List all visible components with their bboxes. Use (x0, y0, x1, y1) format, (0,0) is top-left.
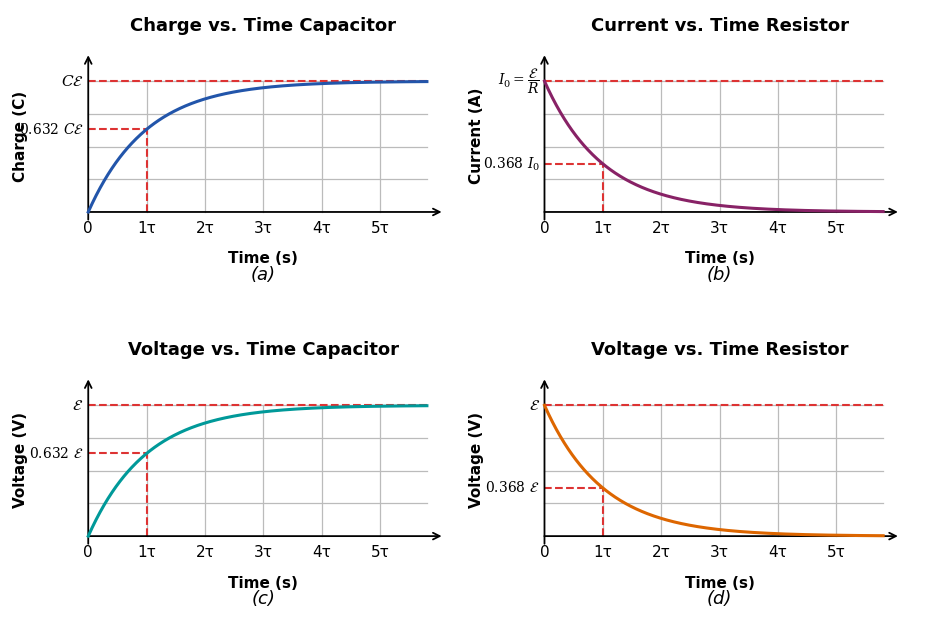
Text: 2τ: 2τ (651, 545, 670, 560)
Text: 5τ: 5τ (826, 221, 845, 236)
Text: 0: 0 (539, 221, 548, 236)
Text: 2τ: 2τ (196, 221, 214, 236)
Text: Time (s): Time (s) (684, 251, 754, 266)
Title: Voltage vs. Time Resistor: Voltage vs. Time Resistor (590, 341, 847, 359)
Text: 1τ: 1τ (137, 221, 156, 236)
Text: 2τ: 2τ (196, 545, 214, 560)
Text: $0.368\ I_0$: $0.368\ I_0$ (483, 155, 539, 173)
Text: 4τ: 4τ (312, 221, 331, 236)
Text: $0.632\ \mathcal{E}$: $0.632\ \mathcal{E}$ (29, 446, 84, 461)
Text: (a): (a) (251, 266, 276, 284)
Text: $0.632\ C\mathcal{E}$: $0.632\ C\mathcal{E}$ (19, 122, 84, 137)
Text: $I_0 = \dfrac{\mathcal{E}}{R}$: $I_0 = \dfrac{\mathcal{E}}{R}$ (497, 66, 539, 96)
Text: 1τ: 1τ (593, 221, 612, 236)
Text: 1τ: 1τ (593, 545, 612, 560)
Title: Voltage vs. Time Capacitor: Voltage vs. Time Capacitor (128, 341, 398, 359)
Text: Time (s): Time (s) (228, 575, 298, 591)
Text: Voltage (V): Voltage (V) (469, 412, 483, 508)
Text: Voltage (V): Voltage (V) (13, 412, 28, 508)
Text: $0.368\ \mathcal{E}$: $0.368\ \mathcal{E}$ (485, 480, 539, 496)
Text: 4τ: 4τ (312, 545, 331, 560)
Text: 3τ: 3τ (253, 545, 273, 560)
Text: Charge (C): Charge (C) (13, 91, 28, 182)
Text: 1τ: 1τ (137, 545, 156, 560)
Text: 3τ: 3τ (709, 221, 728, 236)
Text: 5τ: 5τ (826, 545, 845, 560)
Text: 4τ: 4τ (767, 221, 787, 236)
Title: Current vs. Time Resistor: Current vs. Time Resistor (590, 16, 848, 35)
Text: 3τ: 3τ (253, 221, 273, 236)
Text: 4τ: 4τ (767, 545, 787, 560)
Text: (c): (c) (251, 590, 275, 608)
Text: 2τ: 2τ (651, 221, 670, 236)
Text: 5τ: 5τ (370, 221, 389, 236)
Title: Charge vs. Time Capacitor: Charge vs. Time Capacitor (130, 16, 396, 35)
Text: 0: 0 (84, 545, 93, 560)
Text: (b): (b) (706, 266, 731, 284)
Text: 3τ: 3τ (709, 545, 728, 560)
Text: 0: 0 (539, 545, 548, 560)
Text: Time (s): Time (s) (684, 575, 754, 591)
Text: $C\mathcal{E}$: $C\mathcal{E}$ (60, 73, 84, 89)
Text: Current (A): Current (A) (469, 88, 483, 184)
Text: $\mathcal{E}$: $\mathcal{E}$ (72, 398, 84, 413)
Text: $\mathcal{E}$: $\mathcal{E}$ (528, 398, 539, 413)
Text: 5τ: 5τ (370, 545, 389, 560)
Text: 0: 0 (84, 221, 93, 236)
Text: Time (s): Time (s) (228, 251, 298, 266)
Text: (d): (d) (706, 590, 731, 608)
